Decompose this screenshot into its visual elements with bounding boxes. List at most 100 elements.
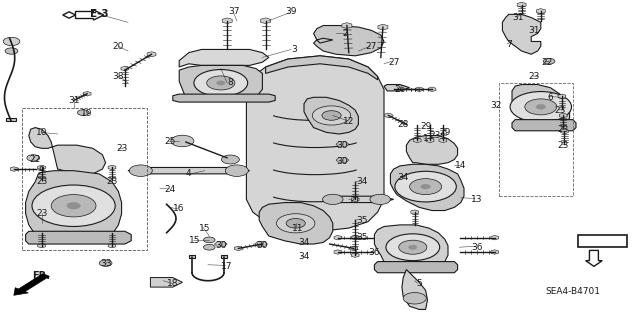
Text: 33: 33 xyxy=(100,259,111,268)
Text: 16: 16 xyxy=(173,204,185,213)
Polygon shape xyxy=(173,94,275,102)
Text: 32: 32 xyxy=(490,101,502,110)
Text: 29: 29 xyxy=(439,128,451,137)
Circle shape xyxy=(399,240,427,254)
Polygon shape xyxy=(326,196,394,203)
Text: 31: 31 xyxy=(529,26,540,35)
Text: 23: 23 xyxy=(429,131,441,140)
Polygon shape xyxy=(29,128,106,174)
Polygon shape xyxy=(336,157,349,163)
Text: E-3: E-3 xyxy=(90,9,109,19)
Text: SEA4-B4701: SEA4-B4701 xyxy=(545,287,600,296)
Polygon shape xyxy=(26,231,131,244)
Text: 2: 2 xyxy=(343,29,348,38)
Polygon shape xyxy=(351,235,359,240)
Circle shape xyxy=(386,234,440,261)
Polygon shape xyxy=(83,92,91,96)
Circle shape xyxy=(408,245,417,249)
Text: 26: 26 xyxy=(394,85,406,94)
Text: 27: 27 xyxy=(388,58,399,67)
Polygon shape xyxy=(10,167,18,171)
Text: B-48: B-48 xyxy=(586,237,613,248)
Text: 15: 15 xyxy=(189,236,201,245)
Text: 5: 5 xyxy=(417,279,422,288)
Polygon shape xyxy=(179,65,262,100)
Circle shape xyxy=(221,155,239,164)
Text: 14: 14 xyxy=(455,161,467,170)
Text: 3: 3 xyxy=(292,45,297,54)
Circle shape xyxy=(536,104,545,109)
Polygon shape xyxy=(234,246,242,251)
Text: 6: 6 xyxy=(548,93,553,102)
Text: 7: 7 xyxy=(506,40,511,49)
Circle shape xyxy=(171,135,194,147)
Circle shape xyxy=(286,219,305,228)
Polygon shape xyxy=(108,243,116,248)
Polygon shape xyxy=(334,235,342,240)
Circle shape xyxy=(204,237,215,243)
Polygon shape xyxy=(189,255,195,258)
Text: 34: 34 xyxy=(356,177,367,186)
Circle shape xyxy=(216,81,225,85)
Text: 31: 31 xyxy=(68,96,79,105)
Polygon shape xyxy=(38,165,45,170)
Polygon shape xyxy=(390,164,464,211)
Text: 20: 20 xyxy=(113,42,124,51)
Text: 34: 34 xyxy=(298,252,310,261)
Text: 23: 23 xyxy=(116,144,127,153)
Text: 18: 18 xyxy=(167,279,179,288)
Polygon shape xyxy=(536,9,545,14)
Polygon shape xyxy=(342,23,352,28)
Text: 30: 30 xyxy=(337,141,348,150)
Circle shape xyxy=(32,185,115,226)
Text: 15: 15 xyxy=(199,224,211,233)
Polygon shape xyxy=(121,66,129,71)
Polygon shape xyxy=(512,85,570,129)
Text: 23: 23 xyxy=(557,141,569,150)
Text: 27: 27 xyxy=(365,42,377,51)
Polygon shape xyxy=(6,118,16,121)
Text: 22: 22 xyxy=(29,155,41,164)
Polygon shape xyxy=(559,113,567,118)
Polygon shape xyxy=(428,87,436,92)
Text: 29: 29 xyxy=(420,122,431,130)
Text: 21: 21 xyxy=(349,197,361,205)
Circle shape xyxy=(99,260,112,266)
Polygon shape xyxy=(491,250,499,254)
Circle shape xyxy=(370,194,390,204)
Text: 4: 4 xyxy=(186,169,191,178)
Circle shape xyxy=(5,48,18,54)
Circle shape xyxy=(322,111,341,120)
Polygon shape xyxy=(384,85,410,91)
Text: 24: 24 xyxy=(164,185,175,194)
Circle shape xyxy=(204,244,215,250)
Text: 8: 8 xyxy=(228,78,233,87)
Text: 9: 9 xyxy=(39,166,44,175)
Text: FR.: FR. xyxy=(33,271,51,281)
Text: 17: 17 xyxy=(221,262,233,271)
Polygon shape xyxy=(512,120,576,131)
Circle shape xyxy=(510,92,572,122)
Polygon shape xyxy=(150,278,182,287)
Circle shape xyxy=(225,165,248,176)
Polygon shape xyxy=(260,18,271,24)
Text: 1: 1 xyxy=(423,134,428,143)
Text: 34: 34 xyxy=(397,173,409,182)
Circle shape xyxy=(194,70,248,96)
Text: 38: 38 xyxy=(113,72,124,81)
Circle shape xyxy=(312,106,351,125)
Polygon shape xyxy=(259,203,333,244)
Polygon shape xyxy=(246,56,384,231)
Polygon shape xyxy=(561,129,568,134)
Bar xyxy=(499,83,573,196)
Polygon shape xyxy=(378,24,388,30)
Text: 13: 13 xyxy=(471,195,483,204)
Circle shape xyxy=(543,58,555,64)
Polygon shape xyxy=(502,14,541,54)
Circle shape xyxy=(421,184,431,189)
Polygon shape xyxy=(385,113,392,118)
Polygon shape xyxy=(374,225,448,270)
Polygon shape xyxy=(413,138,421,143)
Text: 19: 19 xyxy=(81,109,92,118)
Polygon shape xyxy=(38,243,45,248)
